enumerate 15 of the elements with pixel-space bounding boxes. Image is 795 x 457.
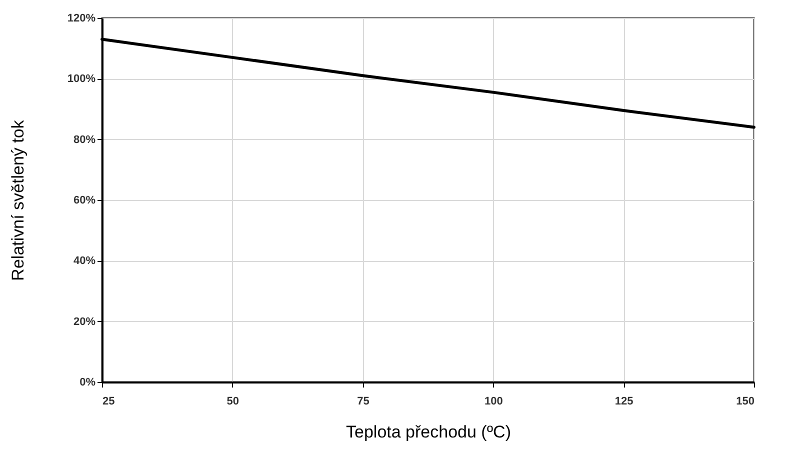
- y-tick-label: 120%: [67, 12, 96, 24]
- x-tick-label: 25: [102, 396, 115, 408]
- x-tick-label: 75: [357, 396, 370, 408]
- x-tick-label: 125: [614, 396, 634, 408]
- x-tick-label: 100: [484, 396, 503, 408]
- y-tick-label: 60%: [73, 194, 96, 206]
- y-tick-label: 80%: [73, 134, 96, 146]
- x-axis-title: Teplota přechodu (ºC): [346, 422, 511, 442]
- y-tick-label: 20%: [73, 316, 96, 328]
- y-tick-label: 100%: [67, 73, 96, 86]
- x-tick-label: 150: [736, 396, 754, 408]
- x-tick-label: 50: [226, 396, 240, 408]
- y-tick-label: 0%: [80, 376, 96, 388]
- y-axis-title: Relativní světlený tok: [8, 120, 28, 281]
- y-tick-label: 40%: [73, 255, 96, 268]
